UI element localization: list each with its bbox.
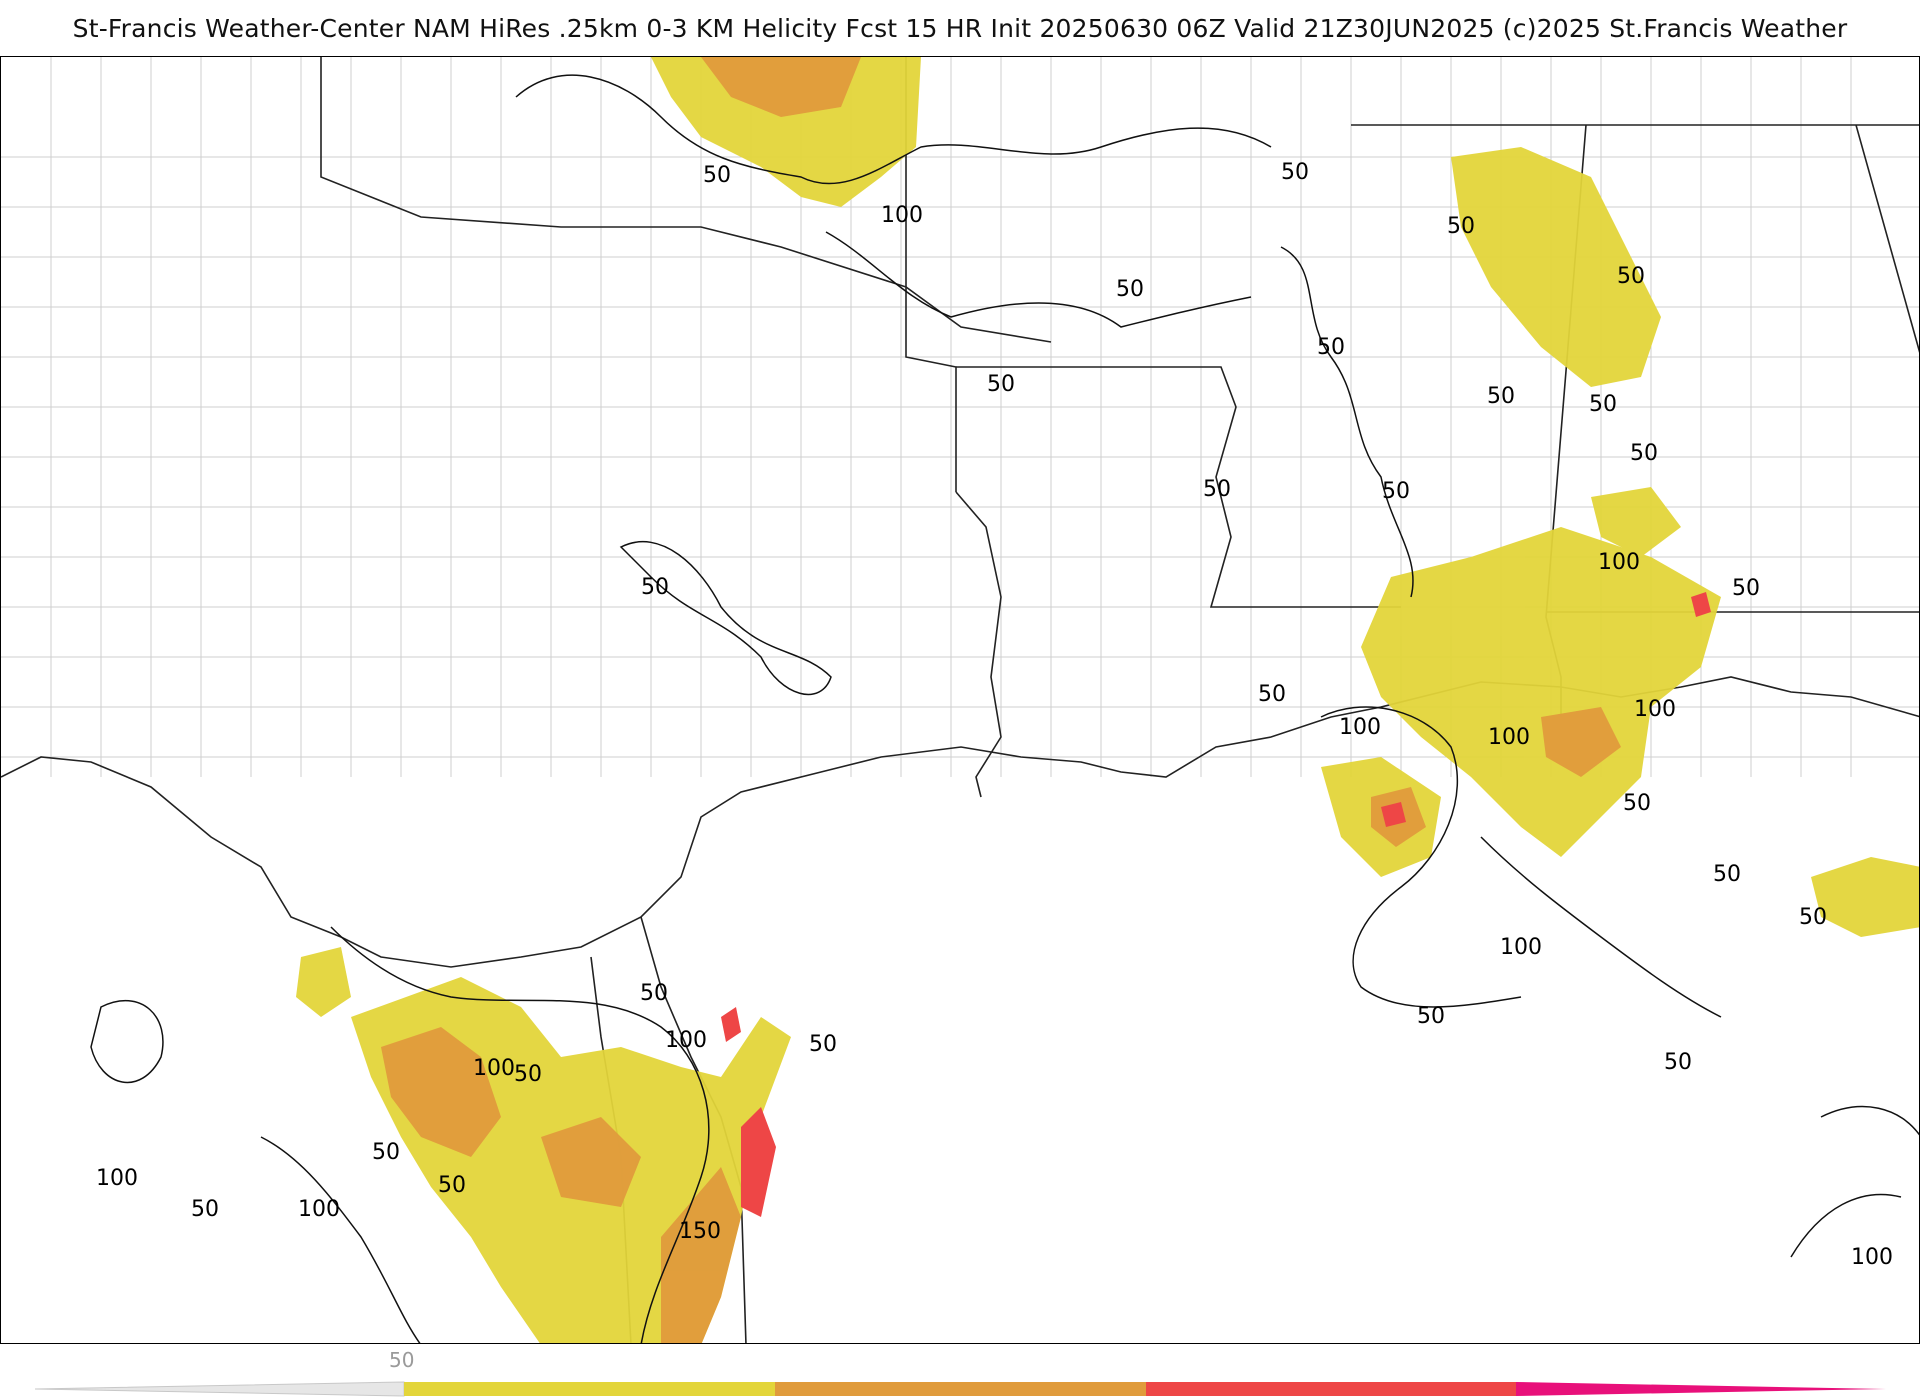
- contour-label: 50: [1382, 479, 1410, 504]
- contour-label: 100: [1488, 725, 1530, 750]
- contour-label: 100: [473, 1056, 515, 1081]
- contour-label: 50: [640, 981, 668, 1006]
- contour-label: 50: [641, 575, 669, 600]
- map-canvas: 50 100 50 50 50 50 50 50 50 50 50 50 50 …: [1, 57, 1919, 1343]
- helicity-contours: [90, 74, 1919, 1343]
- contour-label: 100: [881, 203, 923, 228]
- helicity-map: 50 100 50 50 50 50 50 50 50 50 50 50 50 …: [0, 56, 1920, 1344]
- contour-label: 100: [1500, 935, 1542, 960]
- contour-label: 50: [1258, 682, 1286, 707]
- contour-label: 50: [191, 1197, 219, 1222]
- contour-label: 50: [372, 1140, 400, 1165]
- contour-label: 100: [1598, 550, 1640, 575]
- contour-label: 100: [96, 1166, 138, 1191]
- county-lines: [1, 57, 1919, 777]
- contour-label: 50: [1623, 791, 1651, 816]
- legend-band-150: [1146, 1382, 1516, 1396]
- contour-label: 50: [1281, 160, 1309, 185]
- contour-label: 100: [1339, 715, 1381, 740]
- contour-label: 150: [679, 1219, 721, 1244]
- contour-label: 50: [987, 372, 1015, 397]
- contour-label: 50: [514, 1062, 542, 1087]
- helicity-fill-150: [721, 592, 1711, 1217]
- contour-label: 100: [665, 1028, 707, 1053]
- contour-label: 50: [703, 163, 731, 188]
- contour-label: 50: [1732, 576, 1760, 601]
- contour-label: 50: [1317, 335, 1345, 360]
- contour-label: 100: [1634, 697, 1676, 722]
- contour-labels: 50 100 50 50 50 50 50 50 50 50 50 50 50 …: [96, 160, 1893, 1270]
- legend-band-100: [775, 1382, 1146, 1396]
- contour-label: 50: [809, 1032, 837, 1057]
- contour-label: 100: [1851, 1245, 1893, 1270]
- contour-label: 50: [1203, 477, 1231, 502]
- helicity-fill-100: [381, 57, 1621, 1343]
- contour-label: 50: [1116, 277, 1144, 302]
- color-scale-legend: 50: [0, 1346, 1920, 1400]
- map-title: St-Francis Weather-Center NAM HiRes .25k…: [72, 14, 1848, 43]
- contour-label: 100: [298, 1197, 340, 1222]
- helicity-fill-50: [296, 57, 1919, 1343]
- contour-label: 50: [1630, 441, 1658, 466]
- legend-tick-label: 50: [389, 1348, 415, 1372]
- contour-label: 50: [1589, 392, 1617, 417]
- legend-band-50: [404, 1382, 775, 1396]
- contour-label: 50: [1664, 1050, 1692, 1075]
- contour-label: 50: [1417, 1004, 1445, 1029]
- contour-label: 50: [438, 1173, 466, 1198]
- legend-under-arrow: [34, 1381, 405, 1397]
- contour-label: 50: [1713, 862, 1741, 887]
- contour-label: 50: [1799, 905, 1827, 930]
- contour-label: 50: [1447, 214, 1475, 239]
- contour-label: 50: [1487, 384, 1515, 409]
- legend-band-200: [1516, 1382, 1886, 1396]
- legend-colorbar: [34, 1381, 1886, 1397]
- contour-label: 50: [1617, 264, 1645, 289]
